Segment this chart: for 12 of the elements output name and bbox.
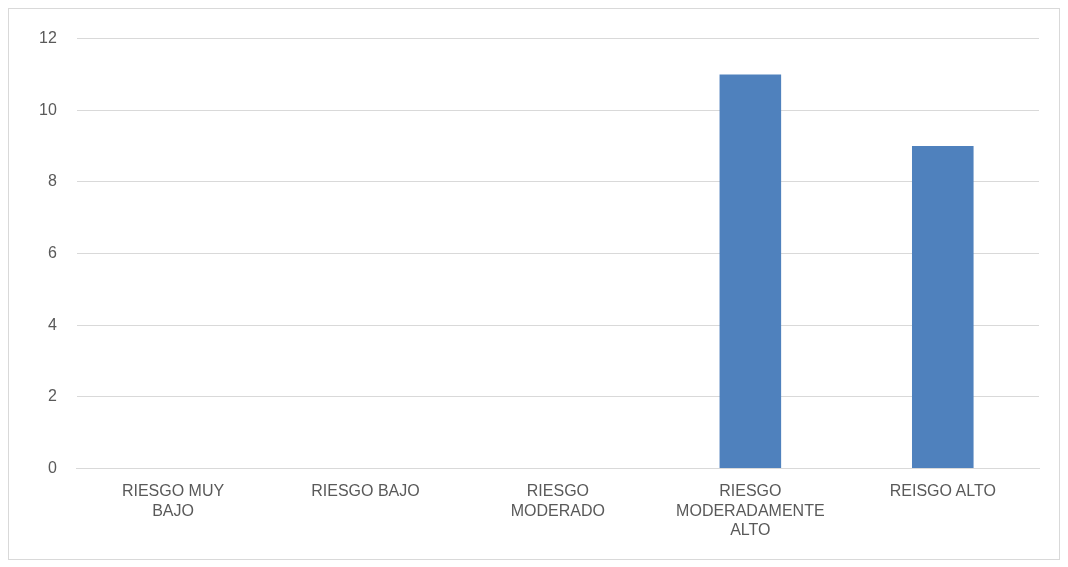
x-tick-label: REISGO ALTO bbox=[889, 482, 996, 500]
x-tick-label: RIESGO MODERADAMENTE ALTO bbox=[676, 482, 825, 538]
y-tick-label: 6 bbox=[47, 243, 57, 261]
y-tick-label: 0 bbox=[47, 458, 57, 476]
y-tick-label: 8 bbox=[47, 172, 57, 190]
x-tick-label: RIESGO MODERADO bbox=[510, 482, 606, 519]
y-tick-label: 10 bbox=[39, 100, 57, 118]
y-tick-label: 12 bbox=[39, 29, 57, 47]
x-tick-label: RIESGO MUY BAJO bbox=[121, 482, 225, 519]
x-tick-label: RIESGO BAJO bbox=[311, 482, 420, 500]
y-tick-label: 4 bbox=[47, 315, 57, 333]
y-tick-label: 2 bbox=[47, 387, 57, 405]
